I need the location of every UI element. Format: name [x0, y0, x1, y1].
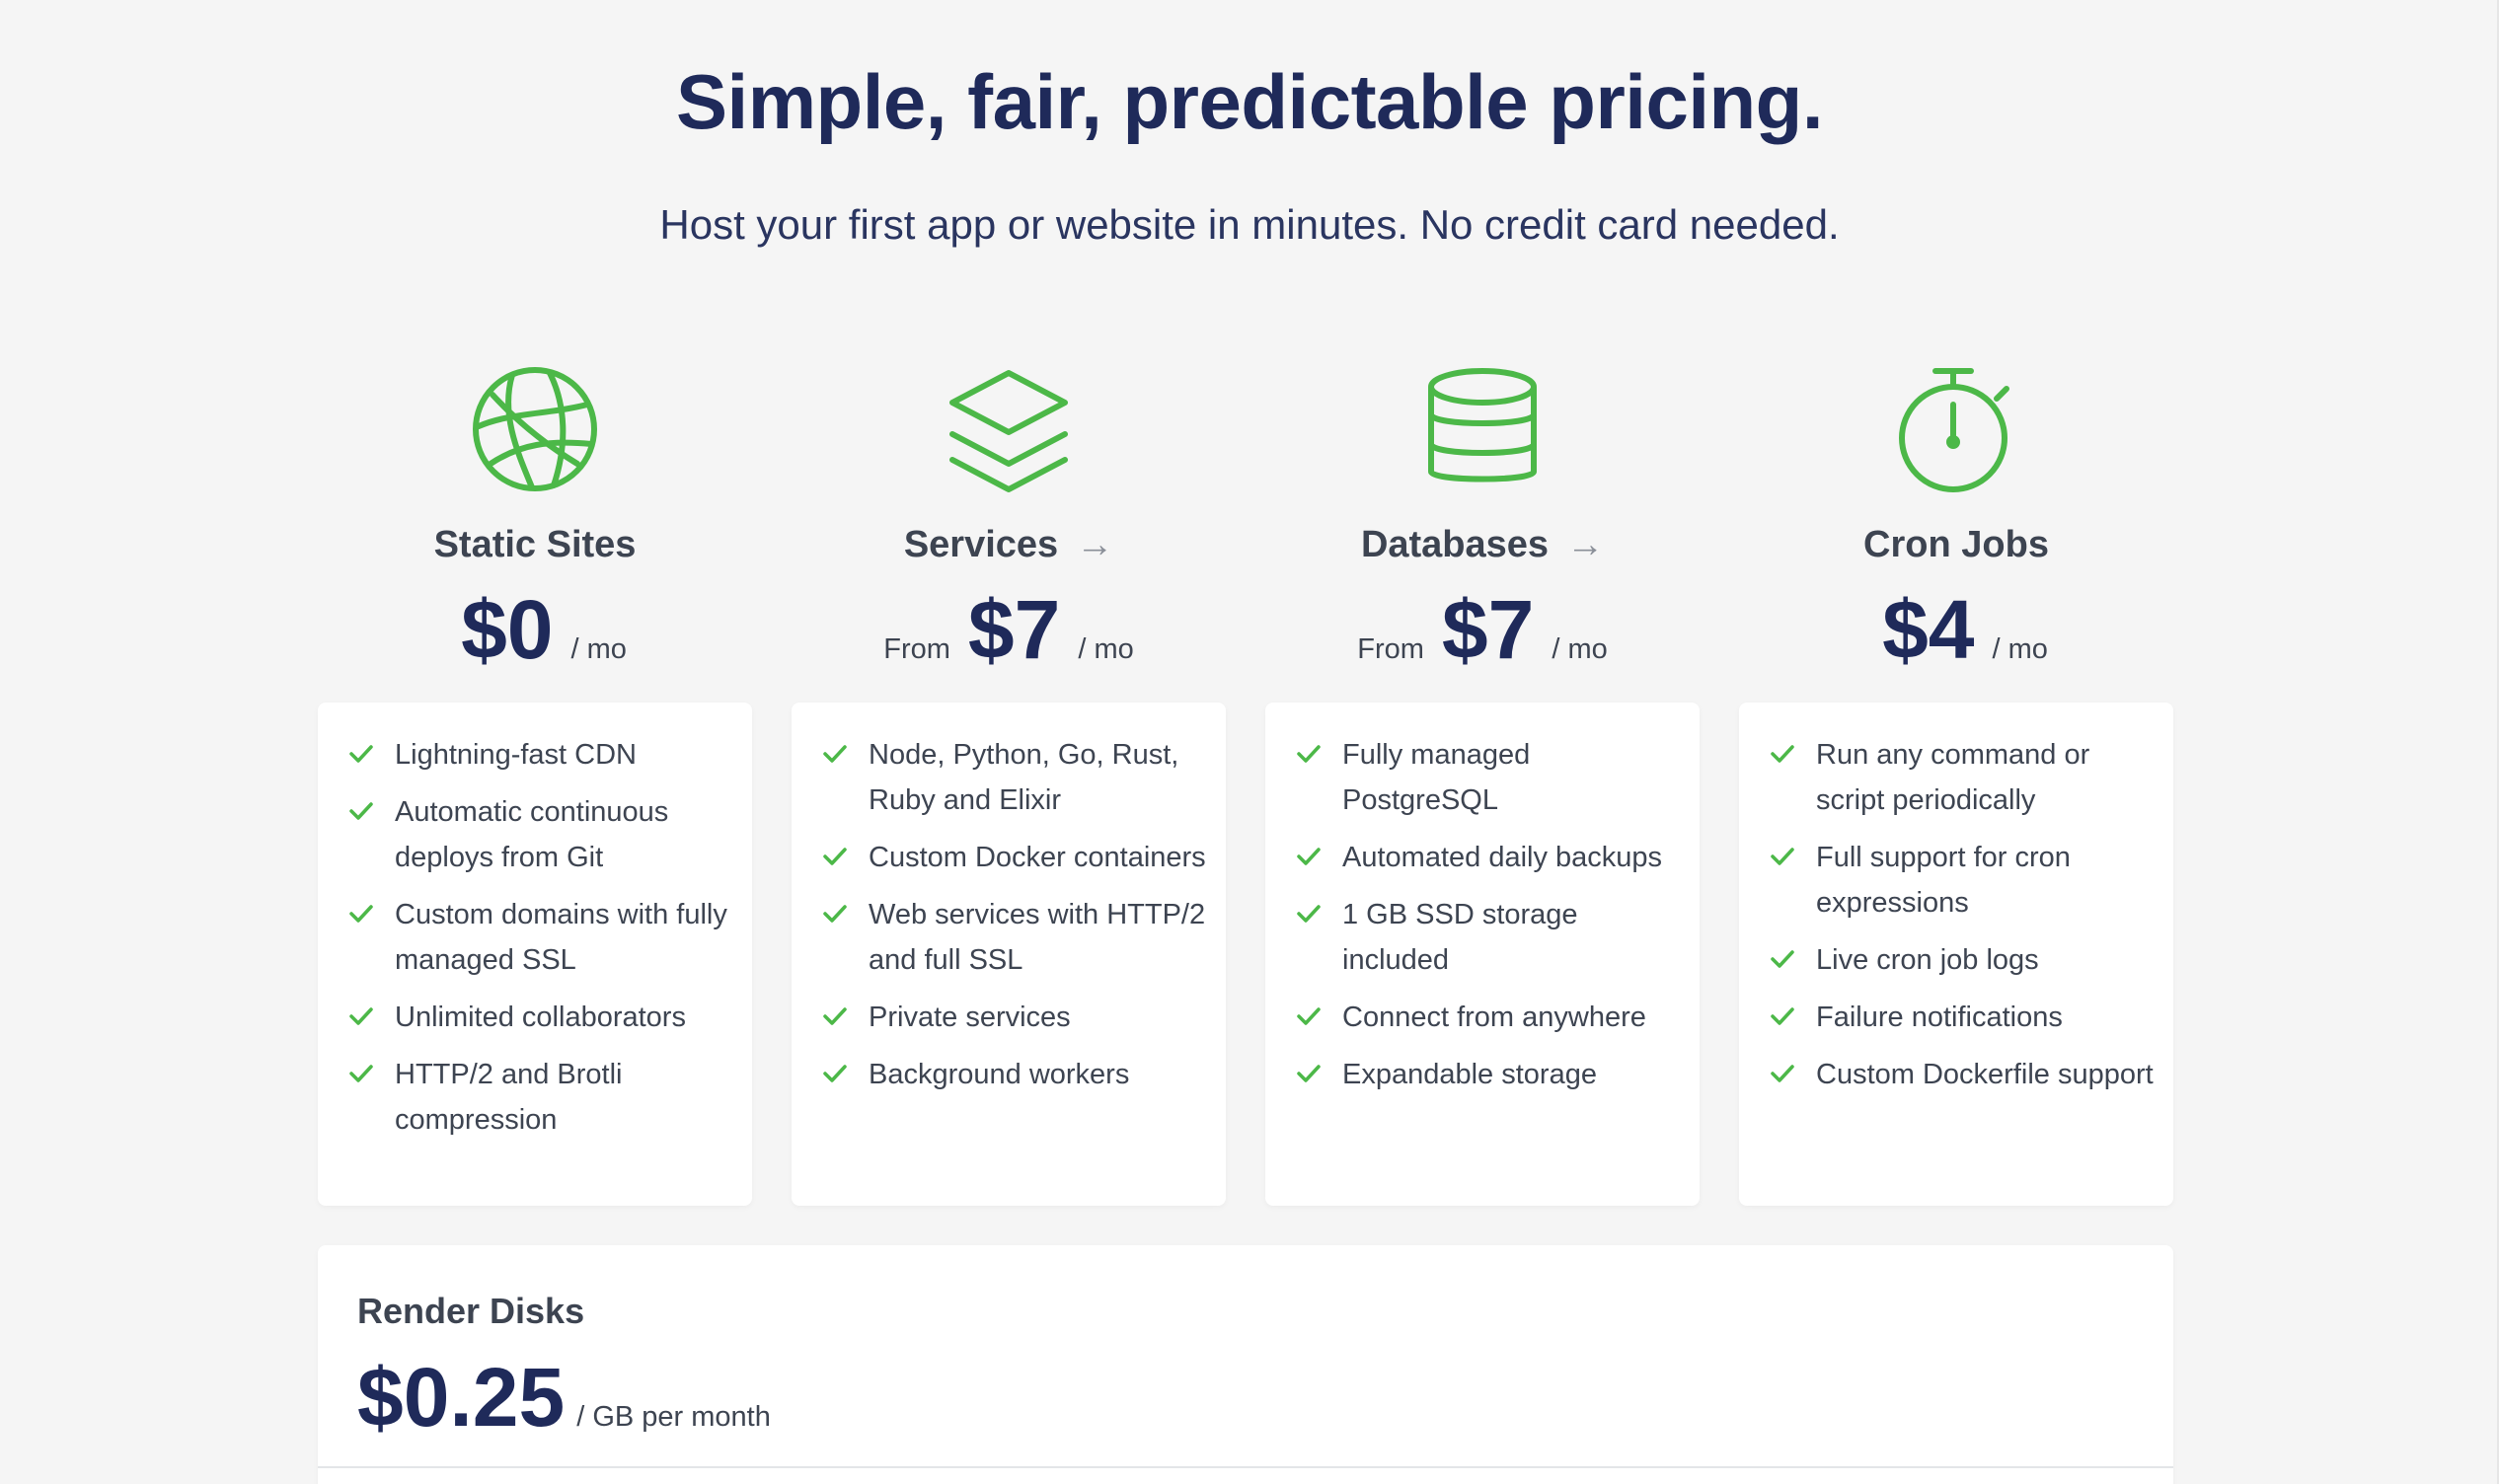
feature-item: Connect from anywhere: [1295, 995, 1680, 1040]
check-icon: [1771, 1007, 1794, 1025]
price-amount: $4: [1882, 583, 1975, 676]
price-amount: $7: [967, 583, 1061, 676]
price-period: / mo: [1078, 633, 1134, 665]
check-icon: [1771, 950, 1794, 968]
feature-item: Web services with HTTP/2 and full SSL: [821, 892, 1206, 983]
price-from: From: [1357, 633, 1424, 665]
divider: [318, 1466, 2173, 1468]
tier-static-sites: Static Sites $0 / mo: [318, 365, 752, 677]
check-icon: [349, 1065, 373, 1082]
check-icon: [349, 905, 373, 923]
check-icon: [1771, 848, 1794, 865]
feature-item: Full support for cron expressions: [1769, 835, 2154, 926]
feature-item: Live cron job logs: [1769, 937, 2154, 983]
tier-name: Cron Jobs: [1863, 524, 2049, 565]
database-icon: [1428, 368, 1537, 482]
check-icon: [1297, 1065, 1321, 1082]
price-period: / mo: [570, 633, 627, 665]
layers-icon: [949, 370, 1068, 492]
price-period: / mo: [1992, 633, 2048, 665]
feature-item: Background workers: [821, 1052, 1206, 1097]
feature-item: Custom domains with fully managed SSL: [347, 892, 732, 983]
price-from: From: [883, 633, 950, 665]
feature-item: Lightning-fast CDN: [347, 732, 732, 778]
tier-price: $4 / mo: [1739, 582, 2173, 677]
price-period: / GB per month: [576, 1401, 771, 1433]
feature-item: Private services: [821, 995, 1206, 1040]
render-disks-card: Render Disks $0.25 / GB per month: [318, 1245, 2173, 1484]
feature-item: Custom Dockerfile support: [1769, 1052, 2154, 1097]
tier-name: Static Sites: [433, 524, 637, 565]
disks-title: Render Disks: [357, 1291, 585, 1331]
check-icon: [1771, 745, 1794, 763]
arrow-right-icon: →: [1566, 524, 1605, 565]
feature-card-services: Node, Python, Go, Rust, Ruby and Elixir …: [792, 703, 1226, 1206]
price-amount: $7: [1441, 583, 1535, 676]
feature-item: Unlimited collaborators: [347, 995, 732, 1040]
check-icon: [823, 848, 847, 865]
price-amount: $0.25: [357, 1351, 566, 1444]
price-period: / mo: [1552, 633, 1608, 665]
disks-price: $0.25 / GB per month: [357, 1350, 2134, 1446]
check-icon: [823, 1007, 847, 1025]
check-icon: [349, 1007, 373, 1025]
page-title: Simple, fair, predictable pricing.: [676, 58, 1824, 145]
scrollbar-track[interactable]: [2497, 0, 2499, 1484]
feature-item: Automatic continuous deploys from Git: [347, 789, 732, 880]
tier-name-link[interactable]: Databases →: [1265, 519, 1700, 570]
check-icon: [1297, 848, 1321, 865]
check-icon: [1297, 1007, 1321, 1025]
feature-item: HTTP/2 and Brotli compression: [347, 1052, 732, 1143]
check-icon: [349, 745, 373, 763]
globe-icon: [473, 367, 597, 491]
tier-price: From $7 / mo: [792, 582, 1226, 677]
check-icon: [1297, 745, 1321, 763]
stopwatch-icon: [1899, 368, 2009, 492]
check-icon: [823, 905, 847, 923]
feature-item: Fully managed PostgreSQL: [1295, 732, 1680, 823]
check-icon: [1771, 1065, 1794, 1082]
feature-card-static-sites: Lightning-fast CDN Automatic continuous …: [318, 703, 752, 1206]
feature-item: Node, Python, Go, Rust, Ruby and Elixir: [821, 732, 1206, 823]
tier-cron-jobs: Cron Jobs $4 / mo: [1739, 365, 2173, 677]
tier-services: Services → From $7 / mo: [792, 365, 1226, 677]
tier-price: $0 / mo: [318, 582, 752, 677]
check-icon: [823, 745, 847, 763]
feature-card-databases: Fully managed PostgreSQL Automated daily…: [1265, 703, 1700, 1206]
check-icon: [349, 802, 373, 820]
tier-price: From $7 / mo: [1265, 582, 1700, 677]
feature-item: Custom Docker containers: [821, 835, 1206, 880]
arrow-right-icon: →: [1076, 524, 1114, 565]
feature-item: Automated daily backups: [1295, 835, 1680, 880]
page-subtitle: Host your first app or website in minute…: [659, 201, 1840, 248]
tier-databases: Databases → From $7 / mo: [1265, 365, 1700, 677]
feature-item: Expandable storage: [1295, 1052, 1680, 1097]
feature-item: Run any command or script periodically: [1769, 732, 2154, 823]
feature-item: 1 GB SSD storage included: [1295, 892, 1680, 983]
check-icon: [1297, 905, 1321, 923]
feature-item: Failure notifications: [1769, 995, 2154, 1040]
feature-card-cron-jobs: Run any command or script periodically F…: [1739, 703, 2173, 1206]
tier-name-link[interactable]: Services →: [792, 519, 1226, 570]
price-amount: $0: [461, 583, 554, 676]
check-icon: [823, 1065, 847, 1082]
